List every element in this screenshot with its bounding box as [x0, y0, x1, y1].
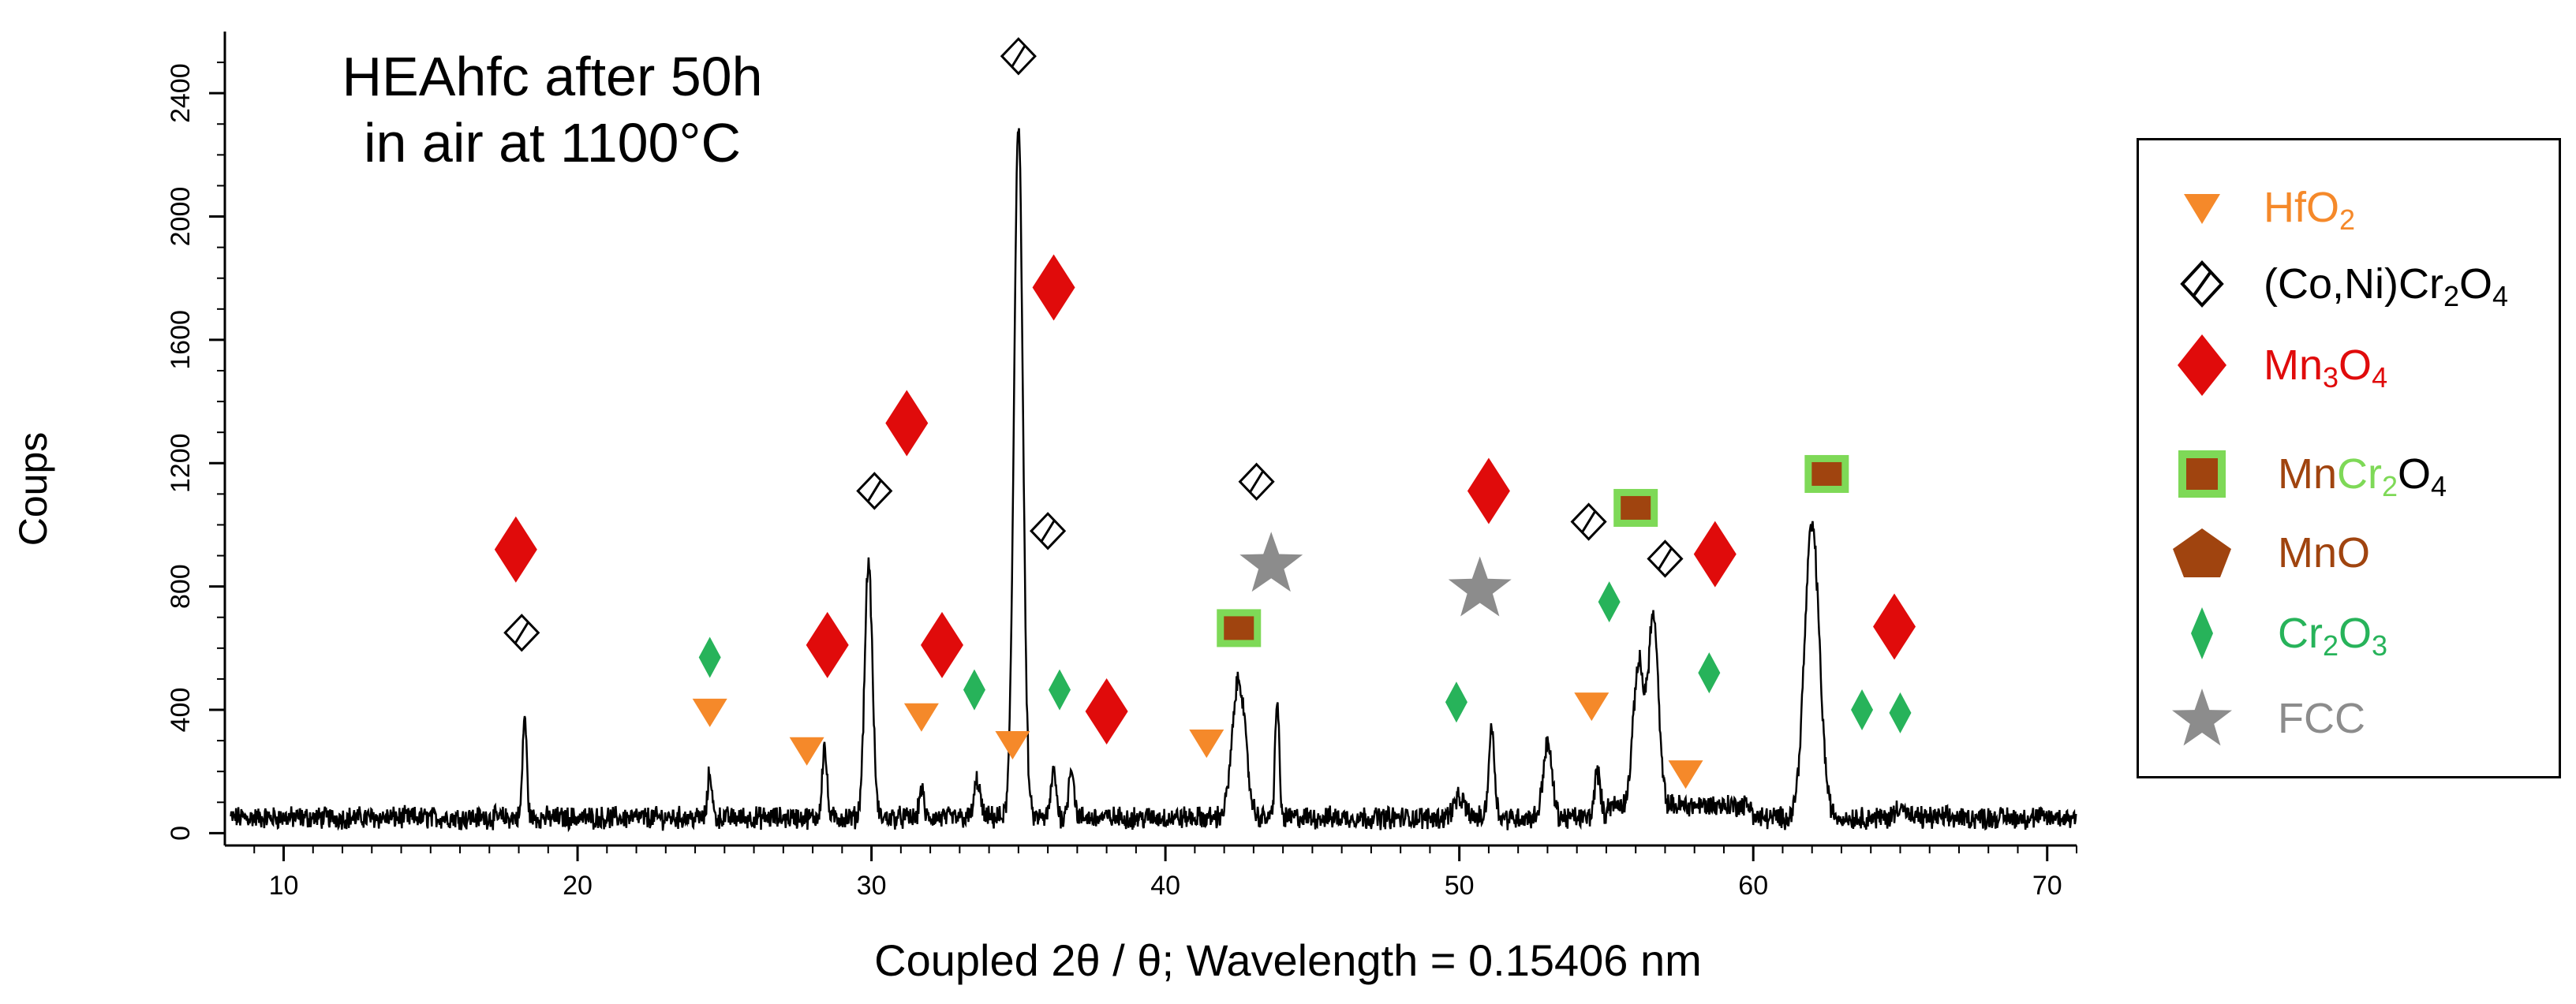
- legend-item-mn3o4: Mn3O4: [2139, 330, 2559, 401]
- square-icon: [2178, 450, 2226, 498]
- legend-label-cr2o3: Cr2O3: [2278, 610, 2388, 662]
- marker-mn3o4: [885, 390, 929, 457]
- marker-mn3o4: [806, 611, 849, 678]
- legend-label-mno: MnO: [2278, 529, 2371, 577]
- legend-item-hfo2: HfO2: [2139, 172, 2559, 243]
- chart-title: HEAhfc after 50h in air at 1100°C: [276, 43, 828, 176]
- marker-mncr2o4: [1613, 488, 1658, 527]
- chart-title-line-1: HEAhfc after 50h: [342, 46, 763, 107]
- y-tick-label: 800: [166, 564, 196, 609]
- marker-cr2o3: [1049, 669, 1071, 711]
- marker-mn3o4: [1032, 254, 1075, 321]
- marker-mn3o4: [494, 516, 537, 583]
- x-tick-label: 70: [2032, 871, 2062, 901]
- open-diamond-icon: [2180, 260, 2224, 308]
- marker-cr2o3: [1851, 689, 1874, 730]
- marker-mn3o4: [1467, 457, 1510, 524]
- y-tick-label: 400: [166, 688, 196, 733]
- legend-item-mno: MnO: [2139, 517, 2559, 588]
- marker-co-ni-cr2o4: [1000, 37, 1037, 76]
- legend-item-fcc: FCC: [2139, 683, 2559, 754]
- marker-cr2o3: [698, 636, 721, 678]
- marker-mn3o4: [1873, 593, 1916, 660]
- marker-cr2o3: [1598, 581, 1621, 623]
- marker-cr2o3: [963, 669, 985, 711]
- marker-mncr2o4: [1804, 454, 1849, 493]
- marker-co-ni-cr2o4: [1030, 512, 1067, 551]
- marker-fcc: [1448, 556, 1512, 617]
- marker-mn3o4: [1085, 677, 1128, 745]
- marker-cr2o3: [1445, 681, 1467, 723]
- legend-label-conicr2o4: (Co,Ni)Cr2O4: [2264, 260, 2509, 312]
- y-tick-label: 0: [166, 826, 196, 841]
- marker-mn3o4: [920, 611, 963, 678]
- y-tick-label: 1200: [166, 433, 196, 493]
- marker-cr2o3: [1889, 692, 1912, 733]
- legend-item-cr2o3: Cr2O3: [2139, 598, 2559, 669]
- legend-item-conicr2o4: (Co,Ni)Cr2O4: [2139, 248, 2559, 319]
- xrd-pattern-line: [230, 128, 2077, 833]
- x-tick-label: 60: [1738, 871, 1768, 901]
- triangle-icon: [2184, 194, 2220, 224]
- y-tick-label: 1600: [166, 310, 196, 370]
- marker-hfo2: [903, 703, 939, 732]
- legend: HfO2 (Co,Ni)Cr2O4 Mn3O4 MnCr2O4 MnO Cr2O…: [2137, 138, 2561, 778]
- legend-label-mn3o4: Mn3O4: [2264, 342, 2388, 394]
- pentagon-icon: [2173, 528, 2231, 577]
- star-icon: [2172, 689, 2232, 746]
- marker-co-ni-cr2o4: [503, 614, 540, 652]
- marker-co-ni-cr2o4: [856, 472, 893, 510]
- marker-co-ni-cr2o4: [1647, 539, 1684, 578]
- marker-fcc: [1239, 532, 1303, 592]
- y-tick-label: 2400: [166, 63, 196, 123]
- y-axis-label: Coups: [11, 431, 55, 547]
- marker-co-ni-cr2o4: [1570, 502, 1607, 541]
- diffraction-trace: [230, 128, 2077, 833]
- marker-hfo2: [1668, 760, 1703, 789]
- marker-mncr2o4: [1217, 609, 1262, 648]
- y-tick-label: 2000: [166, 187, 196, 247]
- marker-mn3o4: [1693, 521, 1737, 588]
- marker-hfo2: [1574, 692, 1610, 722]
- marker-hfo2: [995, 730, 1030, 760]
- chart-axes: 10 20 30 40 50 60 70 0 400 800 1200 1600 2000 2400: [166, 32, 2077, 901]
- x-axis-label: Coupled 2θ / θ; Wavelength = 0.15406 nm: [874, 935, 1702, 985]
- marker-hfo2: [692, 698, 727, 727]
- x-tick-label: 50: [1445, 871, 1475, 901]
- x-tick-label: 10: [269, 871, 299, 901]
- marker-hfo2: [789, 737, 824, 766]
- marker-co-ni-cr2o4: [1238, 462, 1275, 501]
- x-tick-label: 20: [563, 871, 593, 901]
- phase-markers: [494, 37, 1916, 789]
- diamond-icon: [2178, 334, 2226, 396]
- chart-title-line-2: in air at 1100°C: [363, 112, 742, 174]
- marker-cr2o3: [1698, 652, 1721, 694]
- legend-label-hfo2: HfO2: [2264, 184, 2356, 236]
- x-tick-label: 30: [857, 871, 887, 901]
- legend-label-mncr2o4: MnCr2O4: [2278, 450, 2447, 502]
- thin-diamond-icon: [2191, 607, 2213, 659]
- legend-item-mncr2o4: MnCr2O4: [2139, 439, 2559, 509]
- legend-label-fcc: FCC: [2278, 695, 2365, 742]
- x-tick-label: 40: [1150, 871, 1180, 901]
- marker-hfo2: [1189, 730, 1224, 758]
